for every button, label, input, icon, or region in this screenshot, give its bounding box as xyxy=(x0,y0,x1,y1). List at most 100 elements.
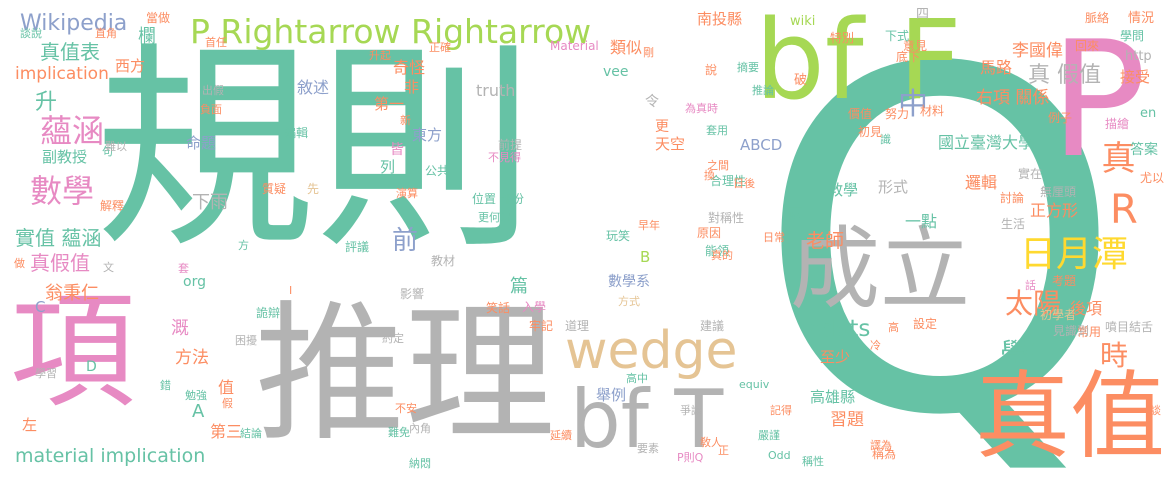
word-cloud-word: 對稱性 xyxy=(708,211,745,225)
word-cloud-word: 摘要 xyxy=(737,61,759,74)
word-cloud-word: 嚴謹 xyxy=(758,429,780,442)
word-cloud-word: 換 xyxy=(704,169,715,182)
word-cloud-word: 套 xyxy=(178,262,189,275)
word-cloud-word: 真假值 xyxy=(30,251,90,275)
word-cloud-word: 類似 xyxy=(610,38,643,57)
word-cloud-word: 困擾 xyxy=(235,334,257,347)
word-cloud-word: 方式 xyxy=(618,295,640,308)
word-cloud-word: 方法 xyxy=(175,348,209,368)
word-cloud-word: 接受 xyxy=(1120,68,1151,86)
word-cloud-word: 升 xyxy=(35,90,58,115)
word-cloud-word: 列 xyxy=(380,158,396,176)
word-cloud-word: 入學 xyxy=(522,300,547,314)
word-cloud-word: 先 xyxy=(307,182,320,196)
word-cloud-word: 學問 xyxy=(1120,29,1145,43)
word-cloud-word: 副教授 xyxy=(42,148,88,166)
word-cloud-word: 套用 xyxy=(706,124,728,137)
word-cloud-word: 老師 xyxy=(806,230,845,252)
word-cloud-word: truth xyxy=(476,81,516,100)
word-cloud-word: 剛 xyxy=(643,46,654,59)
word-cloud-word: 學生 xyxy=(1000,337,1057,370)
word-cloud-word: 為真時 xyxy=(685,102,718,115)
word-cloud-word: 兩 xyxy=(788,205,804,223)
word-cloud-word: 常用 xyxy=(1077,325,1102,339)
word-cloud-word: 奇怪 xyxy=(393,58,426,77)
word-cloud-word: 玩笑 xyxy=(606,229,631,243)
word-cloud-word: 前 xyxy=(392,226,419,256)
word-cloud-word: 詭辯 xyxy=(256,306,281,320)
word-cloud-word: 新 xyxy=(400,114,411,127)
word-cloud-word: 命題 xyxy=(186,134,217,152)
word-cloud-word: 欄 xyxy=(138,26,156,47)
word-cloud-word: 納悶 xyxy=(409,457,431,470)
word-cloud-word: 之間 xyxy=(707,159,729,172)
word-cloud-word: 高 xyxy=(888,321,899,334)
word-cloud-word: 約定 xyxy=(382,332,404,345)
word-cloud-word: 不見得 xyxy=(488,151,521,164)
word-cloud-word: 假 xyxy=(222,397,233,410)
word-cloud-word: 談說 xyxy=(20,27,42,40)
word-cloud-word: 考題 xyxy=(1052,274,1077,288)
word-cloud-word: 天空 xyxy=(655,135,686,153)
word-cloud-word: B xyxy=(640,248,651,266)
word-cloud-word: 馬路 xyxy=(980,58,1013,77)
word-cloud-word: equiv xyxy=(739,378,770,391)
word-cloud-word: 難免 xyxy=(388,426,410,439)
word-cloud-word: 日常 xyxy=(763,231,785,244)
word-cloud-word: 公共 xyxy=(425,164,450,178)
word-cloud-word: 值 xyxy=(218,378,235,397)
word-cloud-word: en xyxy=(1140,106,1157,121)
word-cloud-word: 話 xyxy=(1025,279,1036,292)
word-cloud-word: 西方 xyxy=(115,57,146,75)
word-cloud-word: 日後 xyxy=(733,177,755,190)
word-cloud-word: 實在 xyxy=(1018,167,1043,181)
word-cloud-word: 答案 xyxy=(1130,142,1158,158)
word-cloud-word: 演算 xyxy=(396,187,418,200)
word-cloud-word: 四 xyxy=(916,7,930,22)
word-cloud-word: 無厘頭 xyxy=(1040,185,1077,199)
word-cloud-word: 推理 xyxy=(255,288,556,462)
word-cloud-word: 要素 xyxy=(637,442,659,455)
word-cloud-word: 項 xyxy=(10,280,135,425)
word-cloud-word: 下雨 xyxy=(192,192,228,213)
word-cloud-word: org xyxy=(183,274,206,290)
word-cloud-word: 質疑 xyxy=(262,182,287,196)
word-cloud-word: Q xyxy=(755,0,1125,482)
word-cloud-word: 回來 xyxy=(1075,39,1100,53)
word-cloud-word: 真 xyxy=(1095,140,1135,174)
word-cloud-word: 南投縣 xyxy=(697,10,743,28)
word-cloud-word: 出假 xyxy=(202,84,224,97)
word-cloud-word: 皆 xyxy=(390,142,404,158)
word-cloud-word: 描繪 xyxy=(1105,117,1130,131)
word-cloud-word: cdots xyxy=(808,316,871,342)
word-cloud-word: 正確 xyxy=(429,41,451,54)
word-cloud-word: 稱為 xyxy=(872,447,897,461)
word-cloud-word: 例子 xyxy=(1048,111,1073,125)
word-cloud-word: 習題 xyxy=(830,410,864,430)
word-cloud-word: 文 xyxy=(103,261,114,274)
word-cloud-word: D xyxy=(86,359,97,375)
word-cloud-word: 日月潭 xyxy=(1020,234,1129,275)
word-cloud-word: 情況 xyxy=(1128,11,1155,26)
word-cloud-word: 努力 xyxy=(885,107,910,121)
word-cloud-word: 國立臺灣大學 xyxy=(938,133,1035,152)
word-cloud-word: 高中 xyxy=(626,372,648,385)
word-cloud-word: 敎人 xyxy=(700,436,722,449)
word-cloud-word: 內角 xyxy=(409,422,431,435)
word-cloud-word: 數學系 xyxy=(608,274,650,290)
word-cloud-word: wiki xyxy=(790,14,816,29)
word-cloud-word: 勉強 xyxy=(185,389,207,402)
word-cloud-word: 評議 xyxy=(345,240,370,254)
word-cloud-word: 左 xyxy=(22,416,38,434)
word-cloud-word: 教材 xyxy=(431,254,456,268)
word-cloud-word: 笑話 xyxy=(486,301,511,315)
word-cloud-word: 噴目結舌 xyxy=(1105,320,1154,334)
word-cloud-word: P則Q xyxy=(677,451,704,464)
word-cloud-word: 首任 xyxy=(205,36,227,49)
word-cloud-word: 負面 xyxy=(200,103,222,116)
word-cloud-word: 推論 xyxy=(752,84,774,97)
word-cloud-word: 見識到 xyxy=(1053,324,1090,338)
word-cloud-word: 真 假值 xyxy=(1028,63,1101,88)
word-cloud-word: 能領 xyxy=(705,244,730,258)
